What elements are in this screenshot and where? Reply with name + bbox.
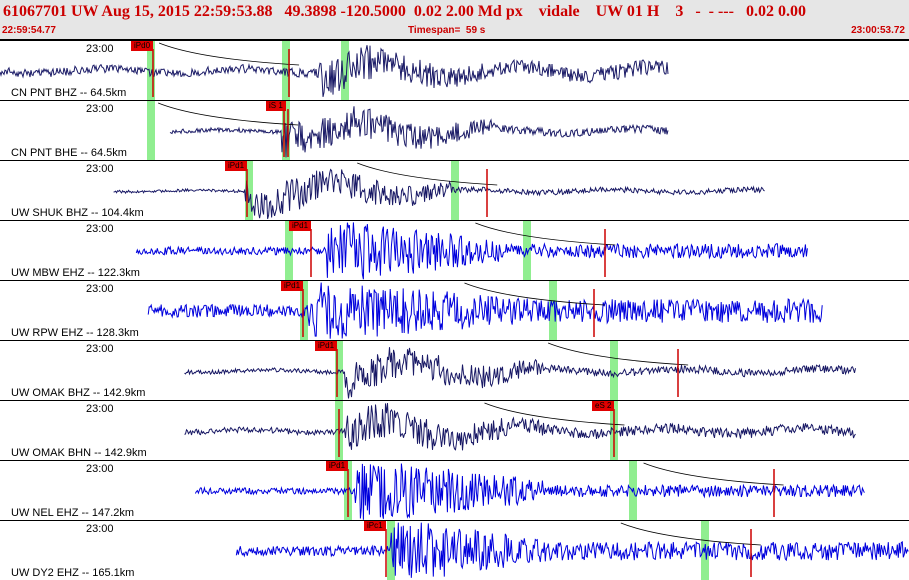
time-label: 23:00 <box>86 283 114 295</box>
trace-panel[interactable]: 23:00 UW NEL EHZ -- 147.2km iPd1 <box>0 460 909 520</box>
travel-time-curve <box>158 42 300 66</box>
time-label: 23:00 <box>86 223 114 235</box>
event-header: 61067701 UW Aug 15, 2015 22:59:53.88 49.… <box>0 0 909 40</box>
trace-panel[interactable]: 23:00 UW OMAK BHZ -- 142.9km iPd1 <box>0 340 909 400</box>
waveform-canvas <box>194 461 865 520</box>
travel-time-curve <box>357 162 498 186</box>
waveform-canvas <box>113 161 765 220</box>
pick-window <box>387 521 395 580</box>
station-label: UW RPW EHZ -- 128.3km <box>11 327 139 339</box>
waveform-trace <box>169 106 669 158</box>
waveform-trace <box>184 347 856 399</box>
pick-window <box>282 101 290 160</box>
pick-window <box>147 101 155 160</box>
waveform-canvas <box>184 401 856 460</box>
time-label: 23:00 <box>86 103 114 115</box>
pick-tag[interactable]: iPd1 <box>289 221 312 231</box>
trace-panel[interactable]: 23:00 CN PNT BHE -- 64.5km iS 1 <box>0 100 909 160</box>
station-label: UW OMAK BHN -- 142.9km <box>11 447 147 459</box>
pick-tag[interactable]: iPc1 <box>364 521 386 531</box>
pick-tag[interactable]: iS 1 <box>266 101 286 111</box>
station-label: UW SHUK BHZ -- 104.4km <box>11 207 144 219</box>
travel-time-curve <box>643 462 784 486</box>
waveform-trace <box>235 522 909 578</box>
pick-window <box>451 161 459 220</box>
waveform-canvas <box>184 341 856 400</box>
waveform-canvas <box>147 281 823 340</box>
travel-time-curve <box>475 222 616 246</box>
station-label: CN PNT BHE -- 64.5km <box>11 147 127 159</box>
travel-time-curve <box>158 102 299 126</box>
pick-tag[interactable]: iPd1 <box>225 161 248 171</box>
station-label: UW NEL EHZ -- 147.2km <box>11 507 135 519</box>
travel-time-curve <box>464 282 605 306</box>
trace-panel[interactable]: 23:00 UW DY2 EHZ -- 165.1km iPc1 <box>0 520 909 580</box>
station-label: UW OMAK BHZ -- 142.9km <box>11 387 146 399</box>
pick-tag[interactable]: iPd1 <box>326 461 349 471</box>
pick-tag[interactable]: iPd1 <box>281 281 304 291</box>
time-label: 23:00 <box>86 343 114 355</box>
pick-window <box>549 281 557 340</box>
time-label: 23:00 <box>86 463 114 475</box>
pick-window <box>245 161 253 220</box>
start-time: 22:59:54.77 <box>2 25 56 36</box>
time-label: 23:00 <box>86 523 114 535</box>
trace-panel[interactable]: 23:00 UW RPW EHZ -- 128.3km iPd1 <box>0 280 909 340</box>
pick-window <box>610 341 618 400</box>
waveform-trace <box>194 463 865 520</box>
waveform-canvas <box>147 101 669 160</box>
trace-panel[interactable]: 23:00 CN PNT BHZ -- 64.5km iPd0 <box>0 40 909 100</box>
waveform-canvas <box>0 41 669 100</box>
event-title: 61067701 UW Aug 15, 2015 22:59:53.88 49.… <box>3 3 806 20</box>
waveform-canvas <box>235 521 909 580</box>
waveform-trace <box>0 45 669 98</box>
travel-time-curve <box>620 522 761 546</box>
time-label: 23:00 <box>86 403 114 415</box>
trace-panel[interactable]: 23:00 UW MBW EHZ -- 122.3km iPd1 <box>0 220 909 280</box>
waveform-trace <box>135 222 808 280</box>
pick-window <box>300 281 308 340</box>
time-label: 23:00 <box>86 43 114 55</box>
time-label: 23:00 <box>86 163 114 175</box>
waveform-canvas <box>135 221 808 280</box>
waveform-trace <box>147 282 823 339</box>
pick-tag[interactable]: iPd0 <box>131 41 154 51</box>
end-time: 23:00:53.72 <box>851 25 905 36</box>
waveform-trace <box>113 168 765 219</box>
station-label: CN PNT BHZ -- 64.5km <box>11 87 127 99</box>
timespan-label: Timespan= 59 s <box>408 25 486 36</box>
pick-tag[interactable]: iPd1 <box>315 341 338 351</box>
station-label: UW MBW EHZ -- 122.3km <box>11 267 140 279</box>
pick-window <box>285 221 293 280</box>
pick-tag[interactable]: eS 2 <box>592 401 615 411</box>
travel-time-curve <box>484 402 625 426</box>
waveform-trace <box>184 403 856 451</box>
pick-window <box>147 41 155 100</box>
travel-time-curve <box>547 342 689 366</box>
trace-panel[interactable]: 23:00 UW SHUK BHZ -- 104.4km iPd1 <box>0 160 909 220</box>
seismogram-panel-list: 23:00 CN PNT BHZ -- 64.5km iPd0 23:00 CN PNT… <box>0 40 909 580</box>
station-label: UW DY2 EHZ -- 165.1km <box>11 567 135 579</box>
trace-panel[interactable]: 23:00 UW OMAK BHN -- 142.9km eS 2 <box>0 400 909 460</box>
pick-window <box>341 41 349 100</box>
